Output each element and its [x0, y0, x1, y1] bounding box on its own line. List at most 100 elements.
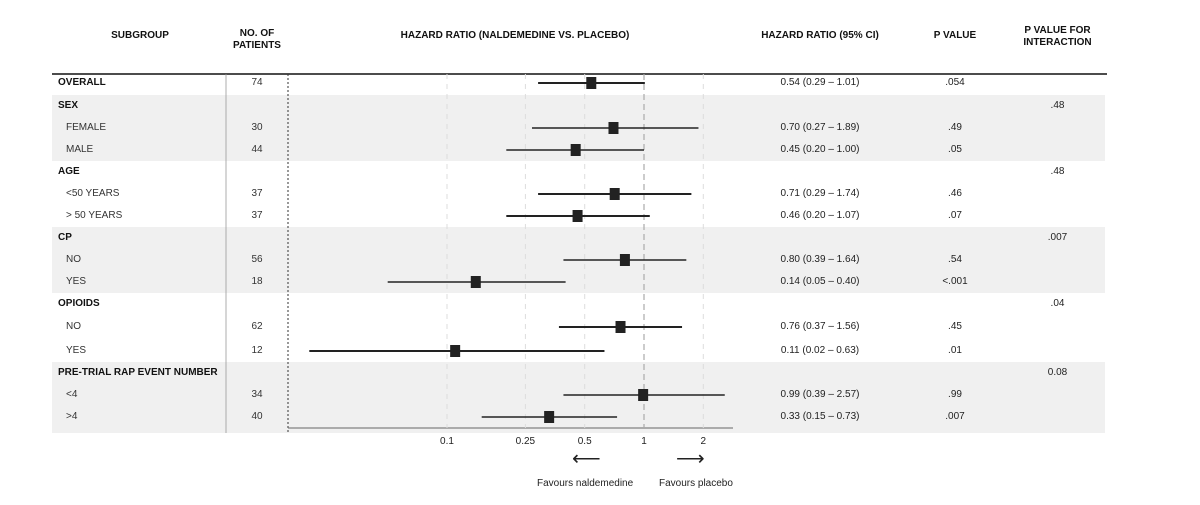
row-ci: 0.80 (0.39 – 1.64) [780, 254, 860, 265]
row-pinteraction: 0.08 [1047, 367, 1068, 378]
band-rap [52, 362, 1105, 433]
row-pvalue: .45 [948, 321, 962, 332]
row-patients: 56 [251, 254, 263, 265]
row-patients: 40 [251, 411, 263, 422]
row-ci: 0.70 (0.27 – 1.89) [780, 122, 860, 133]
row-label: OVERALL [58, 77, 106, 88]
x-tick-label-2: 0.5 [578, 436, 592, 447]
row-patients: 62 [251, 321, 263, 332]
row-label: NO [66, 254, 81, 265]
header-pvalue: P VALUE [933, 30, 977, 41]
row-patients: 34 [251, 389, 263, 400]
row-patients: 74 [251, 77, 263, 88]
table-row-female: FEMALE 30 0.70 (0.27 – 1.89) .49 [0, 117, 1200, 139]
table-row-rap-under-4: <4 34 0.99 (0.39 – 2.57) .99 [0, 384, 1200, 406]
row-label: PRE-TRIAL RAP EVENT NUMBER [58, 367, 218, 378]
arrow-left-icon: ⟵ [572, 448, 601, 470]
table-row-age: AGE .48 [0, 161, 1200, 183]
row-label: YES [66, 276, 87, 287]
table-row-rap: PRE-TRIAL RAP EVENT NUMBER 0.08 [0, 362, 1200, 384]
row-pvalue: .07 [948, 210, 962, 221]
table-row-cp: CP .007 [0, 227, 1200, 249]
table-row-opioids-no: NO 62 0.76 (0.37 – 1.56) .45 [0, 316, 1200, 338]
hr-marker-5 [609, 188, 620, 200]
table-row-cp-yes: YES 18 0.14 (0.05 – 0.40) <.001 [0, 271, 1200, 293]
row-pvalue: .46 [948, 188, 962, 199]
row-label: >4 [66, 411, 78, 422]
row-pvalue: <.001 [942, 276, 968, 287]
table-row-age-under-50: <50 YEARS 37 0.71 (0.29 – 1.74) .46 [0, 183, 1200, 205]
row-ci: 0.11 (0.02 – 0.63) [780, 345, 860, 356]
row-pvalue: .05 [948, 144, 962, 155]
table-row-male: MALE 44 0.45 (0.20 – 1.00) .05 [0, 139, 1200, 161]
table-row-cp-no: NO 56 0.80 (0.39 – 1.64) .54 [0, 249, 1200, 271]
row-pinteraction: .48 [1050, 166, 1065, 177]
header-pinteraction: P VALUE FOR INTERACTION [1010, 25, 1105, 49]
row-pinteraction: .04 [1050, 298, 1065, 309]
hr-marker-12 [450, 345, 461, 357]
table-row-sex: SEX .48 [0, 95, 1200, 117]
header-patients-line1: NO. OF [239, 28, 275, 39]
row-label: YES [66, 345, 87, 356]
row-label: SEX [58, 100, 79, 111]
table-row-age-over-50: > 50 YEARS 37 0.46 (0.20 – 1.07) .07 [0, 205, 1200, 227]
row-ci: 0.54 (0.29 – 1.01) [780, 77, 860, 88]
header-patients: NO. OF PATIENTS [228, 28, 286, 52]
header-pint-line2: INTERACTION [1023, 37, 1092, 48]
hr-marker-3 [570, 144, 581, 156]
row-label: <50 YEARS [66, 188, 120, 199]
row-patients: 44 [251, 144, 263, 155]
row-label: <4 [66, 389, 78, 400]
hr-marker-0 [586, 77, 597, 89]
row-patients: 12 [251, 345, 263, 356]
row-pinteraction: .007 [1047, 232, 1068, 243]
row-patients: 30 [251, 122, 263, 133]
header-ci: HAZARD RATIO (95% CI) [761, 30, 879, 41]
row-label: MALE [66, 144, 94, 155]
row-pvalue: .01 [948, 345, 962, 356]
row-label: AGE [58, 166, 80, 177]
hr-marker-2 [608, 122, 619, 134]
table-row-opioids-yes: YES 12 0.11 (0.02 – 0.63) .01 [0, 340, 1200, 362]
row-ci: 0.76 (0.37 – 1.56) [780, 321, 860, 332]
header-pint-line1: P VALUE FOR [1024, 25, 1091, 36]
row-ci: 0.99 (0.39 – 2.57) [780, 389, 860, 400]
row-ci: 0.71 (0.29 – 1.74) [780, 188, 860, 199]
header-subgroup: SUBGROUP [111, 30, 169, 41]
favours-placebo: Favours placebo [659, 478, 733, 489]
row-pvalue: .99 [948, 389, 962, 400]
row-pinteraction: .48 [1050, 100, 1065, 111]
row-patients: 37 [251, 188, 263, 199]
row-patients: 37 [251, 210, 263, 221]
header-patients-line2: PATIENTS [233, 40, 281, 51]
table-row-overall: OVERALL 74 0.54 (0.29 – 1.01) .054 [0, 72, 1200, 94]
row-label: CP [58, 232, 72, 243]
row-label: OPIOIDS [58, 298, 100, 309]
hr-marker-9 [470, 276, 481, 288]
x-tick-label-4: 2 [701, 436, 707, 447]
row-label: NO [66, 321, 81, 332]
row-ci: 0.45 (0.20 – 1.00) [780, 144, 860, 155]
favours-naldemedine: Favours naldemedine [537, 478, 634, 489]
x-tick-label-3: 1 [641, 436, 647, 447]
arrow-right-icon: ⟶ [676, 448, 705, 470]
hr-marker-6 [572, 210, 583, 222]
hr-marker-8 [619, 254, 630, 266]
hr-marker-14 [638, 389, 649, 401]
hr-marker-15 [544, 411, 555, 423]
row-label: FEMALE [66, 122, 107, 133]
row-ci: 0.33 (0.15 – 0.73) [780, 411, 860, 422]
x-tick-label-1: 0.25 [516, 436, 536, 447]
row-ci: 0.46 (0.20 – 1.07) [780, 210, 860, 221]
row-pvalue: .54 [948, 254, 962, 265]
row-label: > 50 YEARS [66, 210, 123, 221]
table-row-rap-4-plus: >4 40 0.33 (0.15 – 0.73) .007 [0, 406, 1200, 428]
table-row-opioids: OPIOIDS .04 [0, 293, 1200, 315]
x-tick-label-0: 0.1 [440, 436, 454, 447]
row-pvalue: .054 [945, 77, 965, 88]
row-ci: 0.14 (0.05 – 0.40) [780, 276, 860, 287]
header-hazard-ratio: HAZARD RATIO (NALDEMEDINE VS. PLACEBO) [400, 30, 630, 41]
hr-marker-11 [615, 321, 626, 333]
row-patients: 18 [251, 276, 263, 287]
